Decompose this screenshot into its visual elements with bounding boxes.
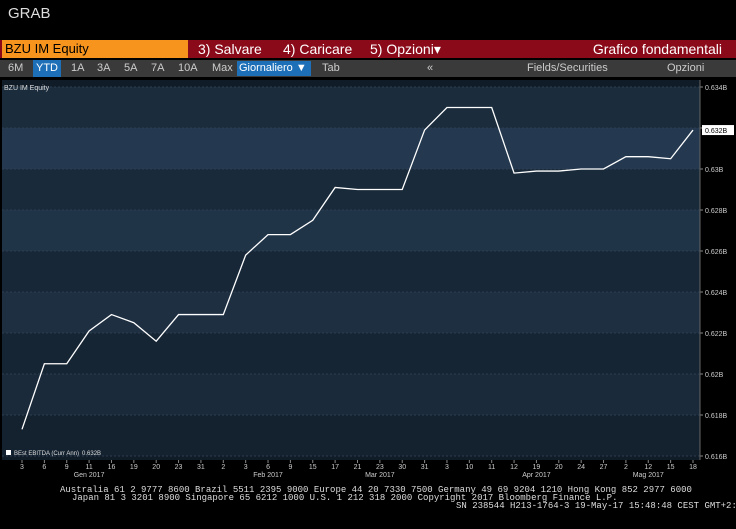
x-tick-label: 6 — [42, 464, 46, 471]
legend-swatch — [6, 450, 11, 455]
x-tick-label: 2 — [221, 464, 225, 471]
grid-band — [2, 210, 700, 251]
grid-band — [2, 415, 700, 456]
chart-title: BZU IM Equity — [4, 85, 50, 92]
screen-title: Grafico fondamentali — [592, 41, 722, 57]
period-button[interactable]: 10A — [178, 62, 198, 74]
x-group-label: Mag 2017 — [633, 472, 664, 479]
period-button[interactable]: 5A — [124, 62, 138, 74]
footer-line: SN 238544 H213-1764-3 19-May-17 15:48:48… — [456, 501, 736, 511]
x-tick-label: 18 — [689, 464, 697, 471]
last-value-marker — [702, 125, 734, 136]
footer-line: Japan 81 3 3201 8900 Singapore 65 6212 1… — [72, 493, 618, 503]
grid-band — [2, 374, 700, 415]
frequency-dropdown[interactable]: Giornaliero ▼ — [237, 61, 311, 76]
y-tick-label: 0.626B — [705, 249, 728, 256]
fields-button[interactable]: Fields/Securities — [527, 62, 608, 74]
period-button[interactable]: 1A — [71, 62, 85, 74]
last-value-label: 0.632B — [705, 128, 728, 135]
x-tick-label: 11 — [85, 464, 92, 471]
y-tick-label: 0.63B — [705, 167, 724, 174]
grid-band — [2, 128, 700, 169]
x-tick-label: 19 — [533, 464, 541, 471]
grid-band — [2, 292, 700, 333]
legend-value: 0.632B — [82, 451, 101, 457]
y-tick-label: 0.616B — [705, 454, 728, 461]
y-tick-label: 0.62B — [705, 372, 724, 379]
x-tick-label: 27 — [600, 464, 608, 471]
x-tick-label: 9 — [65, 464, 69, 471]
period-button[interactable]: Max — [212, 62, 233, 74]
menu-button[interactable]: 5) Opzioni▾ — [370, 41, 441, 57]
x-group-label: Mar 2017 — [365, 472, 395, 479]
x-tick-label: 15 — [309, 464, 317, 471]
x-tick-label: 21 — [354, 464, 362, 471]
x-group-label: Gen 2017 — [74, 472, 105, 479]
tab-button[interactable]: Tab — [322, 62, 340, 74]
dropdown-arrow: ▼ — [295, 62, 307, 74]
x-tick-label: 31 — [197, 464, 205, 471]
menu-button[interactable]: 3) Salvare — [198, 41, 262, 57]
x-tick-label: 3 — [445, 464, 449, 471]
y-tick-label: 0.618B — [705, 413, 728, 420]
menu-button[interactable]: 4) Caricare — [283, 41, 353, 57]
app-title: GRAB — [8, 5, 51, 22]
collapse-button[interactable]: « — [427, 62, 434, 74]
x-group-label: Apr 2017 — [522, 472, 551, 479]
x-tick-label: 20 — [555, 464, 563, 471]
x-tick-label: 16 — [108, 464, 116, 471]
x-tick-label: 12 — [644, 464, 652, 471]
toolbar — [0, 60, 736, 77]
ticker-field[interactable]: BZU IM Equity — [2, 40, 188, 58]
x-tick-label: 11 — [488, 464, 495, 471]
x-tick-label: 23 — [175, 464, 183, 471]
x-tick-label: 24 — [577, 464, 585, 471]
grid-band — [2, 87, 700, 128]
x-tick-label: 10 — [465, 464, 473, 471]
x-tick-label: 19 — [130, 464, 138, 471]
x-group-label: Feb 2017 — [253, 472, 283, 479]
y-tick-label: 0.634B — [705, 85, 728, 92]
frequency-label: Giornaliero — [239, 62, 293, 74]
x-tick-label: 17 — [331, 464, 339, 471]
y-tick-label: 0.628B — [705, 208, 728, 215]
grid-band — [2, 333, 700, 374]
y-tick-label: 0.624B — [705, 290, 728, 297]
x-tick-label: 20 — [152, 464, 160, 471]
line — [21, 106, 694, 430]
grid-band — [2, 251, 700, 292]
x-tick-label: 31 — [421, 464, 429, 471]
footer-line: Australia 61 2 9777 8600 Brazil 5511 239… — [60, 485, 692, 495]
y-tick-label: 0.622B — [705, 331, 728, 338]
legend-entry: BEst EBITDA (Curr Ann) — [14, 451, 79, 457]
x-tick-label: 3 — [20, 464, 24, 471]
period-button[interactable]: 6M — [8, 62, 24, 74]
x-tick-label: 2 — [624, 464, 628, 471]
x-tick-label: 30 — [398, 464, 406, 471]
x-tick-label: 15 — [667, 464, 675, 471]
period-button[interactable]: YTD — [33, 60, 61, 77]
period-button[interactable]: 3A — [97, 62, 111, 74]
x-tick-label: 23 — [376, 464, 384, 471]
x-tick-label: 12 — [510, 464, 518, 471]
x-tick-label: 9 — [288, 464, 292, 471]
x-tick-label: 3 — [244, 464, 248, 471]
period-button[interactable]: 7A — [151, 62, 165, 74]
x-tick-label: 6 — [266, 464, 270, 471]
dropdown-arrow: ▾ — [433, 41, 441, 57]
options-button[interactable]: Opzioni — [667, 62, 705, 74]
